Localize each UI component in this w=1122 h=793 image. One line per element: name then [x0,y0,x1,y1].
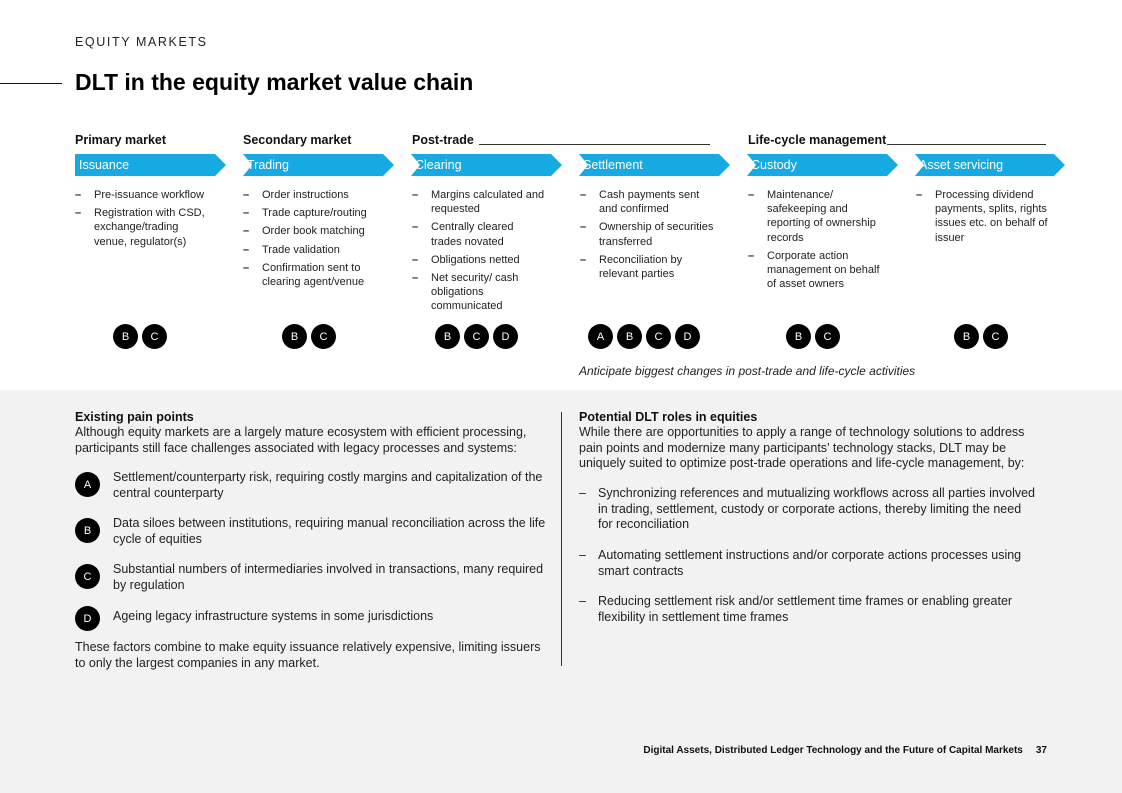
list-item: Centrally cleared trades novated [412,220,547,248]
badge-b: B [282,324,307,349]
list-item: Trade capture/routing [243,206,378,220]
stage-settlement-bullets: Cash payments sent and confirmed Ownersh… [580,188,715,285]
badge-b: B [786,324,811,349]
pain-letter-d: D [75,606,100,631]
pain-text-b: Data siloes between institutions, requir… [113,516,546,546]
pain-point-c: C Substantial numbers of intermediaries … [75,562,550,593]
pain-text-d: Ageing legacy infrastructure systems in … [113,609,434,623]
dlt-roles-section: Potential DLT roles in equities While th… [579,410,1049,472]
badge-a: A [588,324,613,349]
pain-point-b: B Data siloes between institutions, requ… [75,516,550,547]
badge-c: C [464,324,489,349]
list-item: Order instructions [243,188,378,202]
list-item: Margins calculated and requested [412,188,547,216]
settlement-badges: A B C D [588,324,700,349]
list-item: Processing dividend payments, splits, ri… [916,188,1051,245]
list-item: Order book matching [243,224,378,238]
badge-d: D [675,324,700,349]
trading-badges: B C [282,324,336,349]
badge-b: B [954,324,979,349]
list-item: Synchronizing references and mutualizing… [579,486,1039,533]
pain-point-d: D Ageing legacy infrastructure systems i… [75,604,550,631]
custody-badges: B C [786,324,840,349]
asset-servicing-badges: B C [954,324,1008,349]
badge-c: C [646,324,671,349]
badge-b: B [435,324,460,349]
pain-points-heading: Existing pain points [75,410,194,424]
page-title: DLT in the equity market value chain [75,69,474,95]
list-item: Reducing settlement risk and/or settleme… [579,594,1039,625]
anticipation-note: Anticipate biggest changes in post-trade… [579,364,916,378]
badge-c: C [983,324,1008,349]
list-item: Ownership of securities transferred [580,220,715,248]
pain-points-section: Existing pain points Although equity mar… [75,410,550,456]
clearing-badges: B C D [435,324,518,349]
group-post-trade-rule [479,144,710,145]
group-secondary-market: Secondary market [243,133,352,147]
list-item: Pre-issuance workflow [75,188,210,202]
pain-point-a: A Settlement/counterparty risk, requirin… [75,470,550,501]
list-item: Net security/ cash obligations communica… [412,271,547,314]
list-item: Reconciliation by relevant parties [580,253,715,281]
pain-text-a: Settlement/counterparty risk, requiring … [113,470,543,500]
stage-issuance: Issuance [75,154,226,176]
list-item: Corporate action management on behalf of… [748,249,883,292]
list-item: Automating settlement instructions and/o… [579,548,1039,579]
pain-text-c: Substantial numbers of intermediaries in… [113,562,544,592]
pain-letter-c: C [75,564,100,589]
list-item: Cash payments sent and confirmed [580,188,715,216]
pain-letter-b: B [75,518,100,543]
group-post-trade: Post-trade [412,133,474,147]
badge-c: C [142,324,167,349]
pain-letter-a: A [75,472,100,497]
list-item: Registration with CSD, exchange/trading … [75,206,210,249]
list-item: Trade validation [243,243,378,257]
badge-d: D [493,324,518,349]
stage-trading-bullets: Order instructions Trade capture/routing… [243,188,378,293]
section-label: EQUITY MARKETS [75,35,208,49]
group-life-cycle-management: Life-cycle management [748,133,887,147]
stage-issuance-bullets: Pre-issuance workflow Registration with … [75,188,210,253]
stage-custody-bullets: Maintenance/ safekeeping and reporting o… [748,188,883,295]
dlt-roles-heading: Potential DLT roles in equities [579,410,758,424]
stage-trading: Trading [243,154,394,176]
stage-custody: Custody [747,154,898,176]
badge-b: B [617,324,642,349]
publication-title: Digital Assets, Distributed Ledger Techn… [643,745,1023,756]
list-item: Obligations netted [412,253,547,267]
dlt-roles-intro: While there are opportunities to apply a… [579,425,1025,470]
list-item: Confirmation sent to clearing agent/venu… [243,261,378,289]
stage-clearing-label: Clearing [415,158,462,172]
badge-c: C [815,324,840,349]
issuance-badges: B C [113,324,167,349]
stage-asset-servicing-label: Asset servicing [919,158,1004,172]
badge-c: C [311,324,336,349]
stage-clearing-bullets: Margins calculated and requested Central… [412,188,547,318]
stage-settlement-label: Settlement [583,158,643,172]
pain-points-closing: These factors combine to make equity iss… [75,640,541,670]
title-rule [0,83,62,84]
stage-clearing: Clearing [411,154,562,176]
stage-trading-label: Trading [247,158,289,172]
pain-points-intro: Although equity markets are a largely ma… [75,425,527,455]
stage-asset-servicing-bullets: Processing dividend payments, splits, ri… [916,188,1051,249]
badge-b: B [113,324,138,349]
group-life-cycle-rule [887,144,1046,145]
value-chain-chevrons: Issuance Trading Clearing Settlement Cus… [75,154,1065,176]
group-primary-market: Primary market [75,133,167,147]
stage-settlement: Settlement [579,154,730,176]
list-item: Maintenance/ safekeeping and reporting o… [748,188,883,245]
column-divider [561,412,562,666]
stage-asset-servicing: Asset servicing [915,154,1065,176]
page-number: 37 [1035,745,1047,756]
stage-custody-label: Custody [751,158,797,172]
page-footer: Digital Assets, Distributed Ledger Techn… [643,745,1047,756]
